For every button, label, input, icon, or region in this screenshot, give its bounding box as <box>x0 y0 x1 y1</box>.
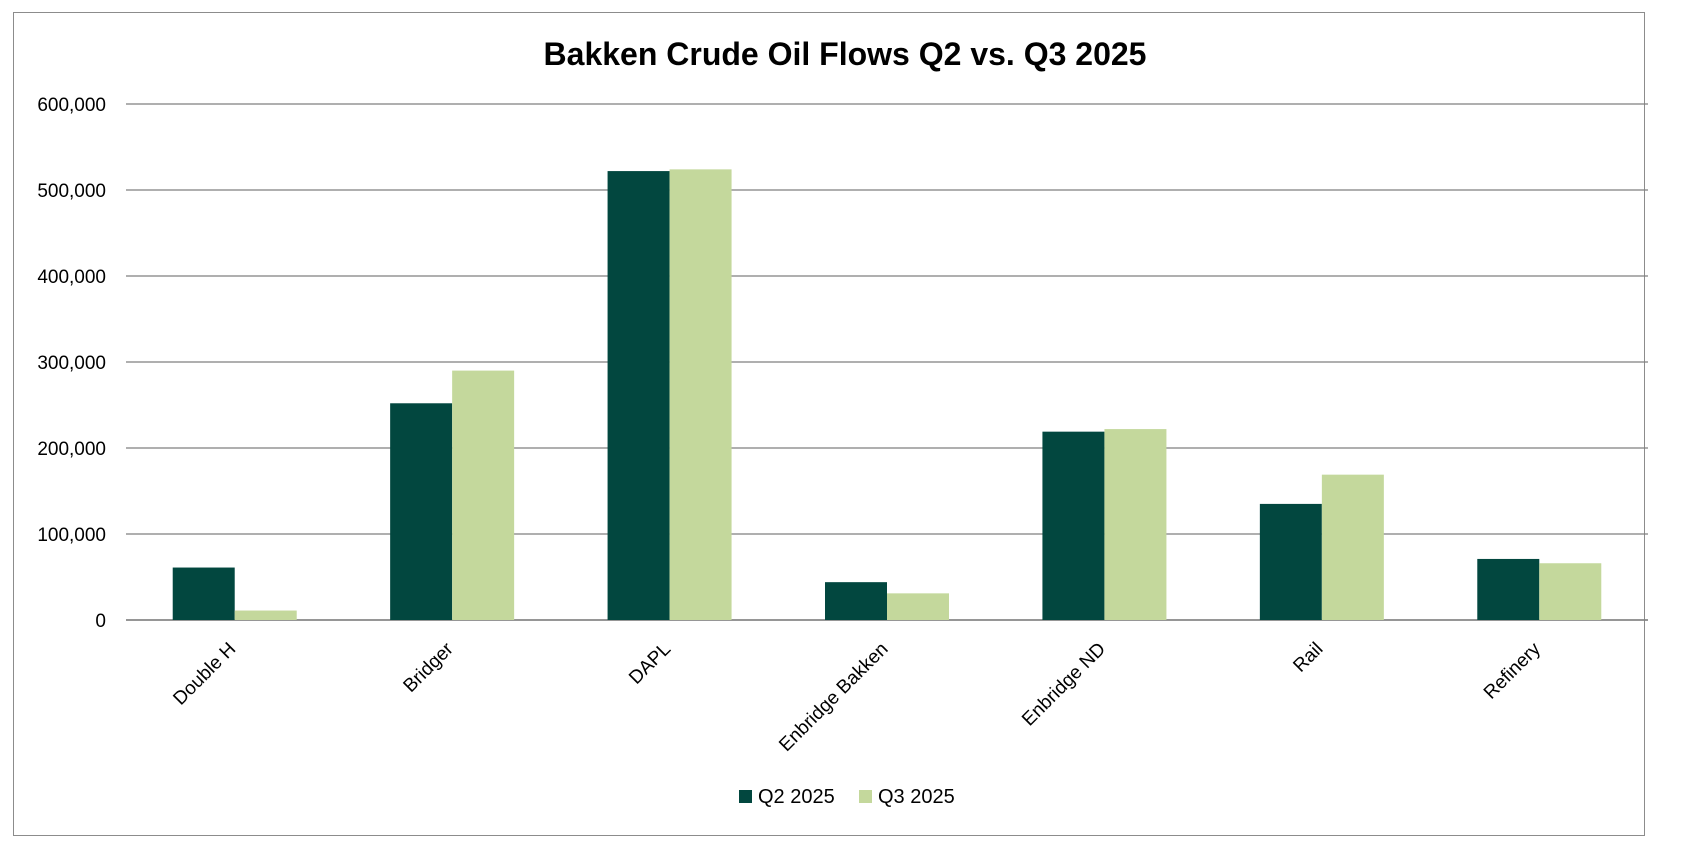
gridlines <box>126 103 1648 621</box>
bar-q3-2025 <box>452 370 515 620</box>
y-tick-label: 600,000 <box>37 95 106 116</box>
x-tick-label: Double H <box>169 639 240 710</box>
y-tick-label: 300,000 <box>37 353 106 374</box>
chart-frame <box>13 12 1645 836</box>
bar-q2-2025 <box>1042 431 1105 620</box>
legend-swatch <box>859 790 872 803</box>
bar-q2-2025 <box>1477 558 1540 620</box>
bar-q3-2025 <box>234 610 297 620</box>
y-tick-label: 500,000 <box>37 181 106 202</box>
legend: Q2 2025 Q3 2025 <box>739 786 955 808</box>
y-tick-label: 0 <box>95 611 106 632</box>
bar-q2-2025 <box>390 403 453 620</box>
y-axis-ticks: 0 100,000 200,000 300,000 400,000 500,000 600,… <box>37 95 106 632</box>
bar-q3-2025 <box>887 593 949 620</box>
legend-swatch <box>739 790 752 803</box>
bar-q2-2025 <box>1259 503 1322 620</box>
bar-q2-2025 <box>172 567 235 620</box>
bar-q3-2025 <box>1539 563 1602 620</box>
bar-q2-2025 <box>825 582 887 620</box>
x-tick-label: Enbridge Bakken <box>775 639 892 756</box>
bars <box>172 169 1602 621</box>
bar-q2-2025 <box>607 171 670 620</box>
y-tick-label: 100,000 <box>37 525 106 546</box>
chart-title: Bakken Crude Oil Flows Q2 vs. Q3 2025 <box>544 36 1147 72</box>
x-tick-label: Bridger <box>400 638 459 697</box>
bar-q3-2025 <box>669 169 732 621</box>
x-tick-label: DAPL <box>625 639 675 689</box>
y-tick-label: 400,000 <box>37 267 106 288</box>
x-tick-label: Refinery <box>1480 638 1545 703</box>
y-tick-label: 200,000 <box>37 439 106 460</box>
legend-label: Q2 2025 <box>758 786 835 808</box>
x-tick-label: Rail <box>1289 639 1327 677</box>
bar-q3-2025 <box>1104 429 1167 620</box>
legend-label: Q3 2025 <box>878 786 955 808</box>
x-axis-ticks: Double H Bridger DAPL Enbridge Bakken Enbrid… <box>169 638 1545 756</box>
bar-q3-2025 <box>1321 474 1384 620</box>
x-tick-label: Enbridge ND <box>1018 639 1110 731</box>
